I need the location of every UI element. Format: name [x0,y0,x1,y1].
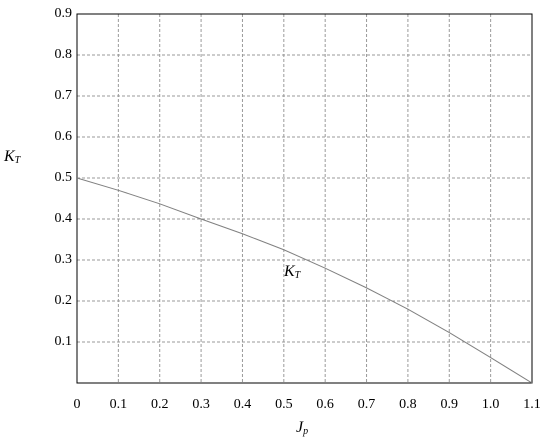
x-tick-label: 0.1 [110,397,128,412]
x-tick-label: 0.3 [192,397,210,412]
y-tick-label: 0.7 [55,88,73,103]
x-tick-label: 0.4 [234,397,252,412]
x-axis-label: Jp [296,419,308,438]
y-tick-label: 0.6 [55,129,73,144]
x-tick-label: 0.9 [441,397,459,412]
y-tick-label: 0.8 [55,47,73,62]
y-tick-label: 0.1 [55,334,73,349]
x-tick-label: 1.0 [482,397,500,412]
x-tick-label: 0.8 [399,397,417,412]
y-tick-label: 0.3 [55,252,73,267]
y-tick-label: 0.4 [55,211,73,226]
plot-frame [76,13,533,384]
y-axis-label: KT [3,148,22,167]
x-tick-label: 0.6 [316,397,334,412]
x-tick-label: 0.2 [151,397,169,412]
y-tick-label: 0.9 [55,6,73,21]
annotation: KT [283,263,302,282]
x-tick-label: 0 [74,397,81,412]
y-tick-label: 0.2 [55,293,73,308]
data-line [76,177,533,384]
x-tick-label: 0.5 [275,397,293,412]
x-tick-label: 1.1 [523,397,541,412]
x-tick-label: 0.7 [358,397,376,412]
y-tick-label: 0.5 [55,170,73,185]
